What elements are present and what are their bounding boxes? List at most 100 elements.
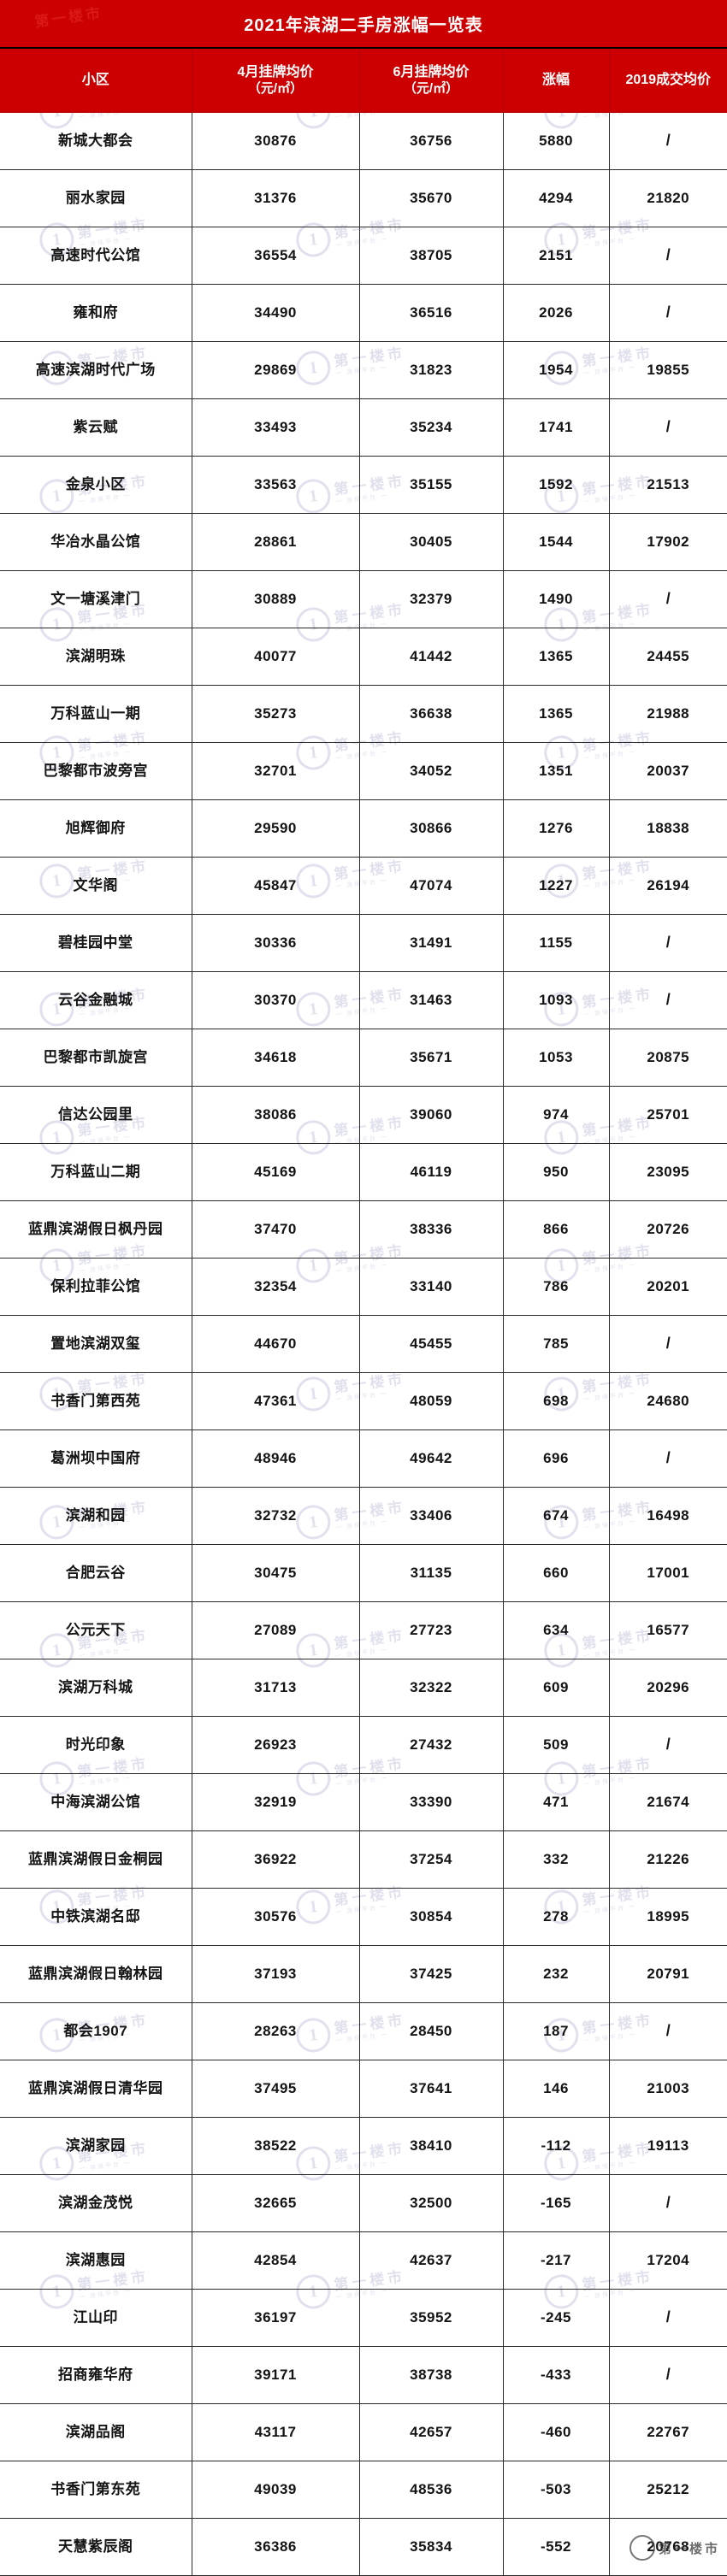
cell-2019-price: / [608,1716,727,1774]
cell-2019-price: / [608,570,727,628]
cell-april-price: 40077 [191,628,360,686]
cell-change: 660 [502,1544,610,1602]
cell-2019-price: / [608,398,727,457]
column-header-name-label: 小区 [81,73,109,87]
cell-2019-price: / [608,2174,727,2232]
cell-june-price: 48059 [358,1372,504,1430]
cell-community-name: 葛洲坝中国府 [0,1429,192,1488]
cell-april-price: 30475 [191,1544,360,1602]
table-row: 滨湖惠园 42854 42637 -217 17204 [0,2231,727,2290]
table-row: 金泉小区 33563 35155 1592 21513 [0,456,727,514]
cell-april-price: 44670 [191,1315,360,1373]
cell-april-price: 39171 [191,2346,360,2404]
cell-community-name: 中铁滨湖名邸 [0,1888,192,1946]
cell-community-name: 碧桂园中堂 [0,914,192,972]
cell-2019-price: 17001 [608,1544,727,1602]
cell-change: 1053 [502,1029,610,1087]
cell-change: 232 [502,1945,610,2003]
cell-june-price: 47074 [358,857,504,915]
cell-change: 785 [502,1315,610,1373]
cell-community-name: 信达公园里 [0,1086,192,1144]
cell-community-name: 合肥云谷 [0,1544,192,1602]
cell-change: 866 [502,1200,610,1259]
cell-community-name: 万科蓝山一期 [0,685,192,743]
cell-june-price: 49642 [358,1429,504,1488]
cell-april-price: 36197 [191,2289,360,2347]
cell-2019-price: / [608,112,727,170]
cell-change: 4294 [502,169,610,227]
table-row: 信达公园里 38086 39060 974 25701 [0,1086,727,1144]
column-header-2019-price-label: 2019成交均价 [625,73,712,87]
cell-community-name: 滨湖和园 [0,1487,192,1545]
title-banner: 第一楼市 2021年滨湖二手房涨幅一览表 [0,0,727,47]
column-header-june-price: 6月挂牌均价 （元/㎡） [358,47,504,113]
cell-2019-price: 16498 [608,1487,727,1545]
cell-april-price: 33493 [191,398,360,457]
cell-april-price: 47361 [191,1372,360,1430]
table-row: 书香门第东苑 49039 48536 -503 25212 [0,2461,727,2519]
cell-2019-price: 20037 [608,742,727,800]
cell-community-name: 置地滨湖双玺 [0,1315,192,1373]
cell-2019-price: / [608,971,727,1029]
cell-april-price: 36554 [191,227,360,285]
cell-june-price: 32500 [358,2174,504,2232]
cell-2019-price: 21003 [608,2060,727,2118]
table-header: 小区 4月挂牌均价 （元/㎡） 6月挂牌均价 （元/㎡） 涨幅 2019成交均价 [0,47,727,113]
cell-june-price: 36638 [358,685,504,743]
cell-community-name: 蓝鼎滨湖假日金桐园 [0,1830,192,1889]
cell-june-price: 36756 [358,112,504,170]
cell-community-name: 高速滨湖时代广场 [0,341,192,399]
cell-april-price: 31376 [191,169,360,227]
table-row: 滨湖家园 38522 38410 -112 19113 [0,2117,727,2175]
cell-change: 2151 [502,227,610,285]
cell-june-price: 35671 [358,1029,504,1087]
cell-community-name: 旭辉御府 [0,799,192,858]
cell-april-price: 45847 [191,857,360,915]
cell-community-name: 巴黎都市凯旋宫 [0,1029,192,1087]
table-row: 天慧紫辰阁 36386 35834 -552 20768 [0,2518,727,2576]
cell-community-name: 保利拉菲公馆 [0,1258,192,1316]
cell-june-price: 31823 [358,341,504,399]
table-row: 雍和府 34490 36516 2026/ [0,284,727,342]
table-row: 葛洲坝中国府 48946 49642 696/ [0,1429,727,1488]
cell-june-price: 42637 [358,2231,504,2290]
cell-april-price: 49039 [191,2461,360,2519]
cell-april-price: 30336 [191,914,360,972]
cell-june-price: 46119 [358,1143,504,1201]
cell-june-price: 27723 [358,1601,504,1659]
column-header-april-price-unit: （元/㎡） [247,80,304,96]
table-row: 高速时代公馆 36554 38705 2151/ [0,227,727,285]
cell-community-name: 紫云赋 [0,398,192,457]
table-row: 蓝鼎滨湖假日翰林园 37193 37425 232 20791 [0,1945,727,2003]
cell-april-price: 32665 [191,2174,360,2232]
cell-community-name: 书香门第西苑 [0,1372,192,1430]
table-row: 中铁滨湖名邸 30576 30854 278 18995 [0,1888,727,1946]
cell-2019-price: / [608,227,727,285]
column-header-june-price-label: 6月挂牌均价 [393,64,470,80]
cell-community-name: 滨湖金茂悦 [0,2174,192,2232]
cell-community-name: 公元天下 [0,1601,192,1659]
cell-2019-price: 16577 [608,1601,727,1659]
cell-april-price: 36386 [191,2518,360,2576]
table-row: 旭辉御府 29590 30866 1276 18838 [0,799,727,858]
cell-change: 1741 [502,398,610,457]
cell-june-price: 34052 [358,742,504,800]
cell-2019-price: 26194 [608,857,727,915]
cell-2019-price: 20201 [608,1258,727,1316]
cell-community-name: 蓝鼎滨湖假日枫丹园 [0,1200,192,1259]
cell-change: 1365 [502,685,610,743]
cell-june-price: 31135 [358,1544,504,1602]
cell-april-price: 45169 [191,1143,360,1201]
table-row: 滨湖和园 32732 33406 674 16498 [0,1487,727,1545]
cell-change: 1155 [502,914,610,972]
cell-community-name: 滨湖品阁 [0,2403,192,2461]
cell-community-name: 文一塘溪津门 [0,570,192,628]
cell-april-price: 35273 [191,685,360,743]
cell-2019-price: / [608,2289,727,2347]
cell-2019-price: 18838 [608,799,727,858]
table-row: 巴黎都市波旁宫 32701 34052 1351 20037 [0,742,727,800]
table-row: 书香门第西苑 47361 48059 698 24680 [0,1372,727,1430]
cell-june-price: 32379 [358,570,504,628]
cell-june-price: 38705 [358,227,504,285]
